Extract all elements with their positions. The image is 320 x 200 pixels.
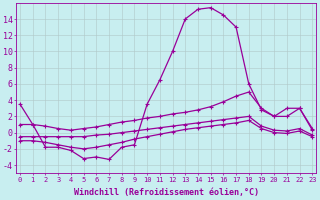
X-axis label: Windchill (Refroidissement éolien,°C): Windchill (Refroidissement éolien,°C) xyxy=(74,188,259,197)
